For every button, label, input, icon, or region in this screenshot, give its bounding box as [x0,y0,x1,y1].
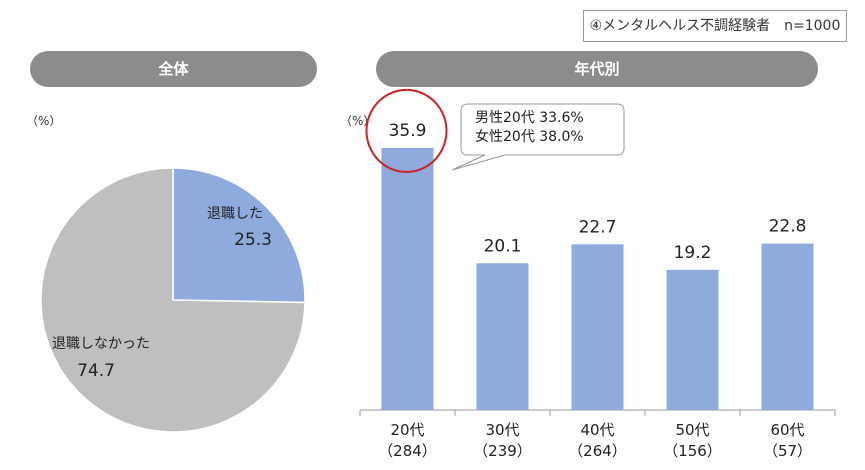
highlight-circle [365,88,448,173]
pie-slice-value: 25.3 [234,230,272,250]
x-tick-label: 20代 [390,421,424,439]
gender-breakdown-callout: 男性20代 33.6% 女性20代 38.0% [459,103,623,155]
sample-size-note: ④メンタルヘルス不調経験者 n=1000 [583,10,847,42]
bar-60代 [761,243,814,410]
bar-value-label: 19.2 [674,243,712,263]
bar-value-label: 22.7 [579,217,617,237]
by-age-panel-header: 年代別 [376,51,818,87]
overall-panel-header: 全体 [30,51,317,87]
pie-unit-label: （%） [26,114,62,128]
bar-40代 [571,244,624,410]
bar-value-label: 35.9 [389,121,427,141]
x-tick-label: 50代 [675,421,709,439]
x-tick-count-label: （264） [568,442,627,460]
pie-slice-resigned [172,167,306,304]
pie-slice-label: 退職しなかった [52,336,150,352]
x-tick-count-label: （57） [763,442,812,460]
x-tick-label: 60代 [770,421,804,439]
pie-slice-value: 74.7 [77,361,115,381]
callout-bubble [451,103,625,171]
callout-line-female: 女性20代 38.0% [475,129,584,145]
callout-line-male: 男性20代 33.6% [475,110,584,126]
pie-slice-label: 退職した [207,206,263,222]
bar-30代 [476,263,529,410]
bar-value-label: 20.1 [484,236,522,256]
x-tick-count-label: （239） [473,442,532,460]
x-tick-count-label: （156） [663,442,722,460]
pie-slice-not-resigned [40,167,306,433]
bar-value-label: 22.8 [769,217,807,237]
bar-50代 [666,269,719,410]
x-tick-label: 40代 [580,421,614,439]
bar-20代 [381,147,434,410]
x-tick-count-label: （284） [378,442,437,460]
x-tick-label: 30代 [485,421,519,439]
